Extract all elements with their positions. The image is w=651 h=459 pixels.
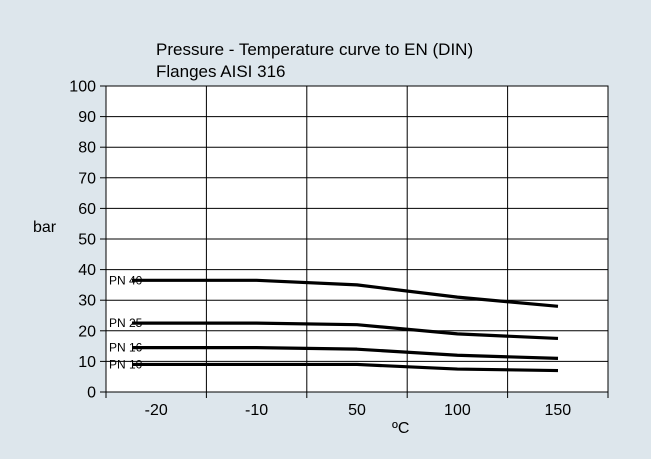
y-tick-label: 80	[78, 140, 96, 157]
chart-subtitle: Flanges AISI 316	[156, 62, 285, 81]
series-label: PN 25	[109, 316, 143, 330]
x-tick-label: 150	[544, 402, 571, 419]
x-tick-label: 100	[444, 402, 471, 419]
series-line	[132, 321, 559, 341]
y-tick-label: 0	[87, 385, 96, 402]
y-tick-label: 30	[78, 293, 96, 310]
x-axis: -20 -10 50 100 150	[105, 392, 609, 419]
series-line	[132, 346, 559, 360]
series-label: PN 40	[109, 273, 143, 287]
series-label: PN 16	[109, 341, 143, 355]
x-tick-label: 50	[348, 402, 366, 419]
series-line	[132, 278, 559, 308]
x-axis-label: ºC	[392, 420, 409, 437]
y-tick-label: 10	[78, 354, 96, 371]
y-axis-label: bar	[33, 219, 57, 236]
grid	[106, 86, 608, 392]
y-axis: 0 10 20 30 40 50 60 70 80 90 100	[69, 79, 106, 402]
chart-title: Pressure - Temperature curve to EN (DIN)	[156, 40, 473, 59]
y-tick-label: 20	[78, 323, 96, 340]
x-tick-label: -20	[145, 402, 168, 419]
x-tick-label: -10	[245, 402, 268, 419]
series-label: PN 10	[109, 357, 143, 371]
series-line	[132, 362, 559, 373]
series-lines: PN 40 PN 25 PN 16 PN 10	[109, 273, 559, 373]
y-tick-label: 100	[69, 79, 96, 96]
y-tick-label: 70	[78, 170, 96, 187]
y-tick-label: 60	[78, 201, 96, 218]
y-tick-label: 90	[78, 109, 96, 126]
y-tick-label: 40	[78, 262, 96, 279]
y-tick-label: 50	[78, 232, 96, 249]
